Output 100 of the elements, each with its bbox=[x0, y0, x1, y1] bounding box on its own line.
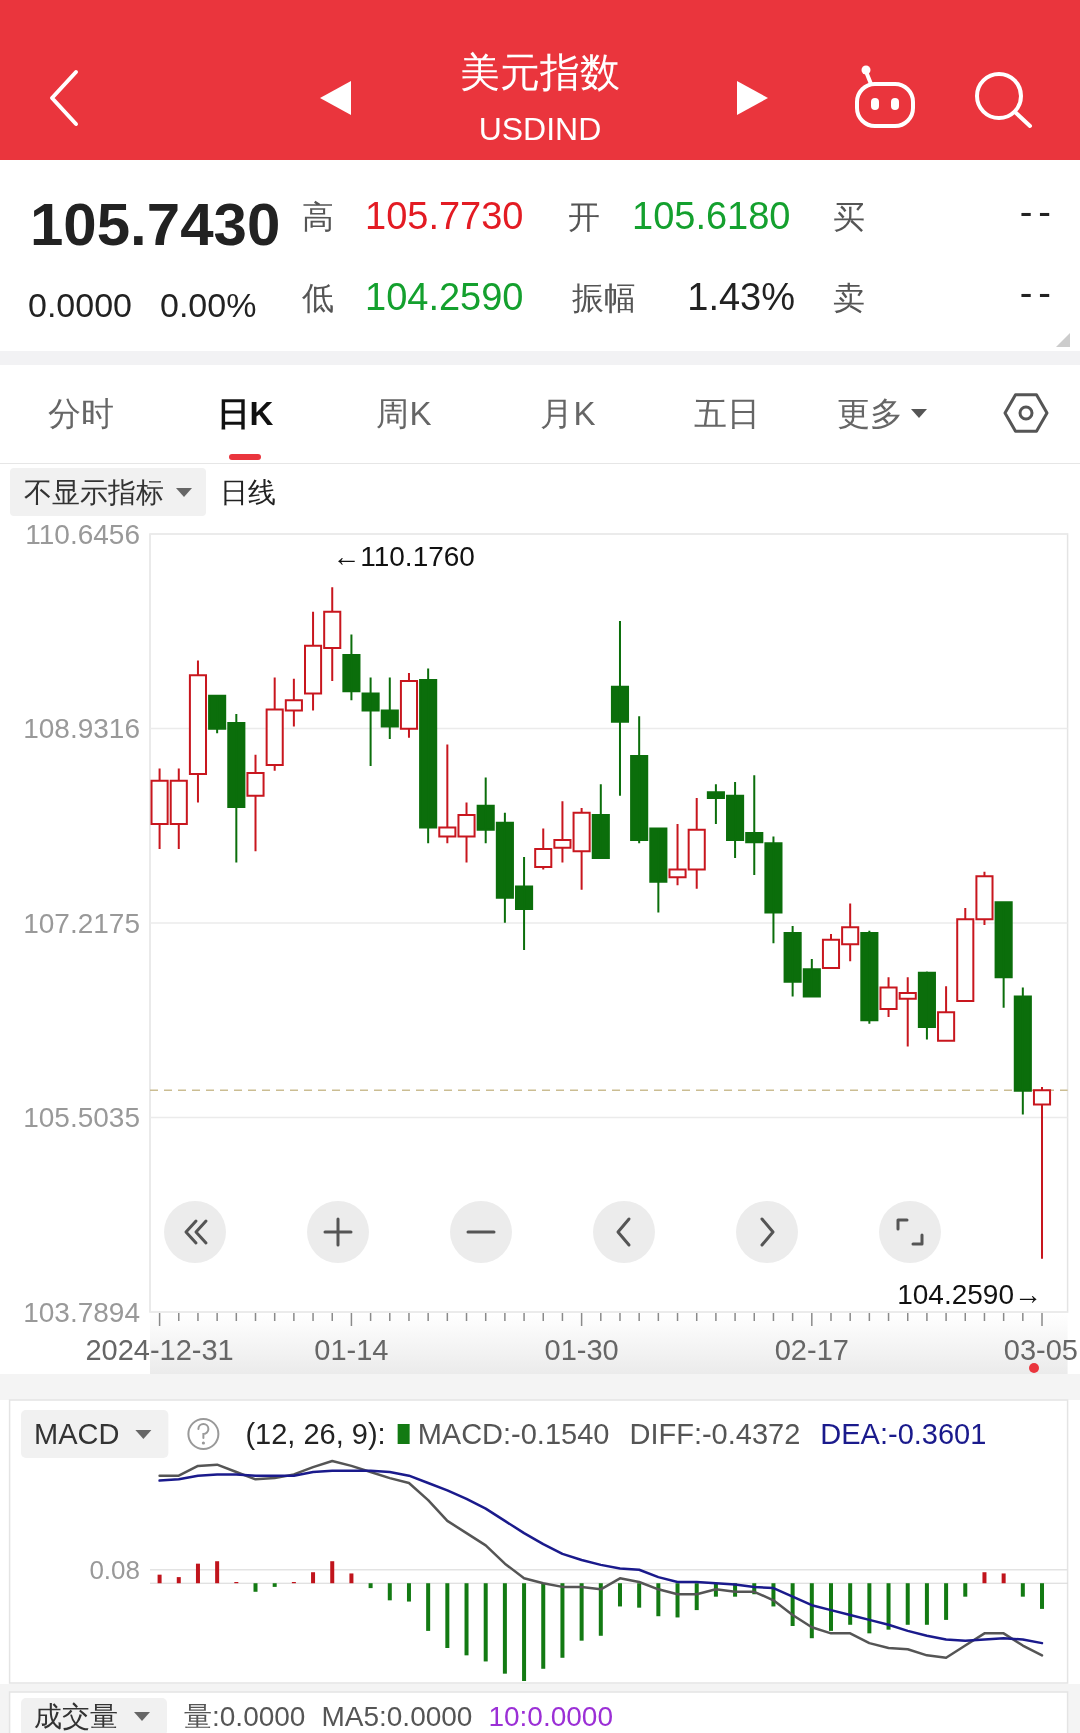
candlestick bbox=[917, 970, 936, 1041]
bar bbox=[483, 1583, 488, 1662]
text: 105.7730 bbox=[365, 195, 524, 237]
candlestick bbox=[1013, 986, 1032, 1116]
bar bbox=[445, 1583, 450, 1648]
text: DEA:-0.3601 bbox=[820, 1418, 987, 1450]
text: 卖 bbox=[833, 280, 865, 316]
bar bbox=[215, 1561, 220, 1584]
legend-label: MACD:-0.1540 bbox=[417, 1418, 610, 1450]
bar bbox=[694, 1583, 699, 1611]
text: 开 bbox=[568, 199, 600, 235]
candlestick bbox=[342, 633, 361, 702]
y-tick-label: 107.2175 bbox=[23, 907, 140, 939]
text: DIFF:-0.4372 bbox=[629, 1418, 801, 1450]
bar bbox=[1020, 1583, 1025, 1597]
text: 周K bbox=[376, 394, 432, 432]
bar bbox=[464, 1583, 469, 1656]
text: USDIND bbox=[478, 111, 602, 147]
bar bbox=[675, 1583, 680, 1618]
text: 振幅 bbox=[572, 280, 636, 316]
bar bbox=[176, 1577, 181, 1584]
chart-title: MACD bbox=[34, 1418, 120, 1450]
bar bbox=[963, 1583, 968, 1597]
text: 104.2590 bbox=[365, 276, 524, 318]
text: -- bbox=[1019, 272, 1057, 314]
y-tick-label: 108.9316 bbox=[23, 712, 140, 744]
bar bbox=[617, 1583, 622, 1607]
candlestick bbox=[419, 667, 438, 845]
legend-title: (12, 26, 9): bbox=[245, 1418, 386, 1450]
text: 日K bbox=[216, 394, 274, 432]
x-tick-label: 03-05 bbox=[1003, 1334, 1078, 1366]
candlestick bbox=[246, 753, 265, 853]
bar bbox=[272, 1583, 277, 1587]
candlestick bbox=[591, 783, 610, 860]
bar bbox=[1040, 1583, 1045, 1609]
text: 105.7430 bbox=[30, 190, 281, 258]
bar bbox=[349, 1573, 354, 1584]
y-tick-label: 110.6456 bbox=[25, 518, 140, 550]
bar bbox=[656, 1583, 661, 1617]
bar bbox=[426, 1583, 431, 1631]
text: 低 bbox=[302, 280, 334, 316]
x-tick-label: 2024-12-31 bbox=[85, 1334, 234, 1366]
annotation: ←110.1760 bbox=[332, 540, 475, 572]
x-tick-label: 01-14 bbox=[314, 1334, 389, 1366]
candlestick bbox=[937, 985, 956, 1042]
candlestick bbox=[610, 619, 630, 797]
text: 10:0.0000 bbox=[488, 1700, 613, 1732]
bar bbox=[886, 1583, 891, 1630]
bar bbox=[867, 1583, 872, 1634]
candlestick bbox=[399, 672, 419, 739]
bar bbox=[368, 1583, 373, 1589]
text: 成交量 bbox=[34, 1700, 118, 1732]
bar bbox=[560, 1583, 565, 1658]
annotation: 104.2590→ bbox=[897, 1279, 1043, 1311]
bar bbox=[598, 1583, 603, 1636]
text: 五日 bbox=[694, 394, 760, 432]
bar bbox=[982, 1572, 987, 1584]
x-tick-label: 02-17 bbox=[774, 1334, 849, 1366]
text: 不显示指标 bbox=[24, 476, 164, 508]
bar bbox=[406, 1583, 411, 1602]
chart-title: 日线 bbox=[220, 476, 276, 508]
bar bbox=[944, 1583, 949, 1620]
candlestick bbox=[188, 659, 208, 804]
bar bbox=[522, 1583, 527, 1681]
bar bbox=[829, 1583, 833, 1631]
text: -- bbox=[1019, 191, 1057, 233]
text: 1.43% bbox=[687, 276, 795, 318]
text: 买 bbox=[833, 199, 865, 235]
text: 105.6180 bbox=[632, 195, 791, 237]
bar bbox=[541, 1583, 546, 1669]
bar bbox=[311, 1572, 316, 1584]
bar bbox=[905, 1583, 910, 1625]
text: 美元指数 bbox=[460, 50, 620, 94]
bar bbox=[848, 1583, 853, 1625]
text: 更多 bbox=[837, 394, 903, 432]
text: 月K bbox=[540, 394, 596, 432]
y-tick-label: 105.5035 bbox=[23, 1101, 140, 1133]
text: MA5:0.0000 bbox=[321, 1700, 473, 1732]
text: 0.0000 bbox=[28, 286, 132, 324]
text: 分时 bbox=[48, 394, 114, 432]
bar bbox=[195, 1563, 200, 1584]
bar bbox=[502, 1583, 507, 1674]
y-tick-label: 103.7894 bbox=[23, 1296, 140, 1328]
bar bbox=[253, 1583, 258, 1592]
candlestick bbox=[1032, 1085, 1052, 1260]
candlestick bbox=[994, 900, 1013, 1009]
text: 0.08 bbox=[89, 1554, 140, 1585]
bar bbox=[1001, 1573, 1006, 1584]
bar bbox=[330, 1561, 335, 1584]
x-tick-label: 01-30 bbox=[544, 1334, 619, 1366]
bar bbox=[924, 1583, 929, 1625]
text: 高 bbox=[302, 199, 334, 235]
bar bbox=[637, 1583, 642, 1608]
bar bbox=[157, 1574, 162, 1584]
text: 量:0.0000 bbox=[184, 1700, 306, 1732]
bar bbox=[387, 1583, 392, 1601]
bar bbox=[579, 1583, 584, 1641]
candlestick bbox=[572, 807, 591, 891]
candlestick bbox=[860, 929, 879, 1025]
text: 0.00% bbox=[160, 286, 257, 324]
